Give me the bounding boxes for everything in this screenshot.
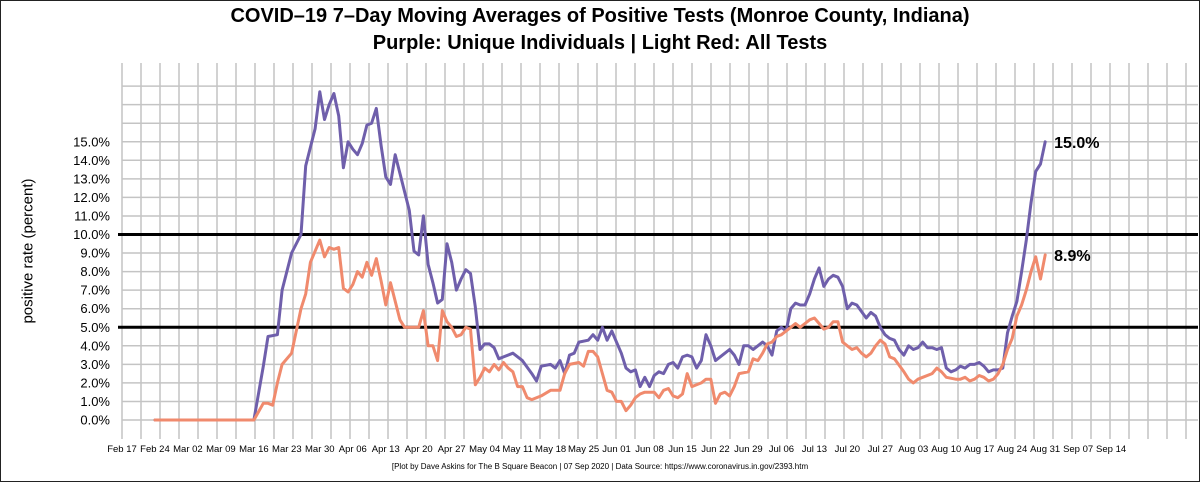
y-tick-label: 14.0% [73,153,110,168]
x-tick-label: Apr 27 [438,444,466,455]
y-tick-label: 10.0% [73,227,110,242]
series-line-all-tests [153,238,1047,422]
x-tick-label: Sep 14 [1096,444,1126,455]
series-line-unique-individuals [153,90,1047,422]
chart-title: COVID–19 7–Day Moving Averages of Positi… [230,5,970,27]
x-tick-label: Jun 15 [668,444,697,455]
x-tick-label: Aug 10 [931,444,961,455]
x-tick-label: May 25 [568,444,599,455]
x-tick-label: Jul 06 [769,444,794,455]
x-tick-label: Mar 30 [305,444,335,455]
y-tick-label: 0.0% [80,413,110,428]
x-tick-label: Jun 29 [734,444,763,455]
x-tick-label: Jul 13 [802,444,827,455]
x-tick-label: Apr 13 [372,444,400,455]
x-tick-label: Jul 27 [868,444,893,455]
y-tick-label: 5.0% [80,320,110,335]
x-tick-label: May 18 [535,444,566,455]
x-tick-label: Jul 20 [835,444,860,455]
y-tick-label: 13.0% [73,171,110,186]
x-tick-label: Aug 17 [964,444,994,455]
x-tick-label: Aug 03 [898,444,928,455]
chart-subtitle: Purple: Unique Individuals | Light Red: … [372,32,828,54]
x-tick-label: Jun 01 [602,444,631,455]
x-tick-label: May 04 [469,444,500,455]
chart-caption: [Plot by Dave Askins for The B Square Be… [391,462,809,471]
y-tick-label: 7.0% [80,283,110,298]
y-tick-label: 2.0% [80,375,110,390]
x-tick-label: Sep 07 [1063,444,1093,455]
y-tick-label: 3.0% [80,357,110,372]
x-tick-label: Feb 17 [107,444,137,455]
y-tick-label: 1.0% [80,394,110,409]
x-tick-label: Jun 22 [701,444,730,455]
y-tick-label: 12.0% [73,190,110,205]
x-tick-label: May 11 [502,444,532,455]
y-tick-label: 15.0% [73,134,110,149]
y-tick-label: 6.0% [80,301,110,316]
x-tick-label: Mar 16 [239,444,269,455]
x-tick-label: Mar 02 [173,444,203,455]
x-tick-label: Aug 24 [997,444,1027,455]
x-tick-label: Apr 06 [339,444,367,455]
annotation-all-tests: 8.9% [1054,248,1090,265]
x-tick-label: Apr 20 [405,444,433,455]
y-tick-label: 9.0% [80,246,110,261]
x-tick-label: Feb 24 [140,444,170,455]
x-tick-label: Aug 31 [1030,444,1060,455]
annotation-unique-individuals: 15.0% [1054,135,1099,152]
y-axis-label: positive rate (percent) [19,178,37,324]
x-tick-label: Mar 09 [206,444,236,455]
y-tick-label: 8.0% [80,264,110,279]
x-tick-label: Jun 08 [635,444,664,455]
y-tick-label: 4.0% [80,338,110,353]
y-tick-label: 11.0% [74,208,110,223]
x-tick-label: Mar 23 [272,444,302,455]
